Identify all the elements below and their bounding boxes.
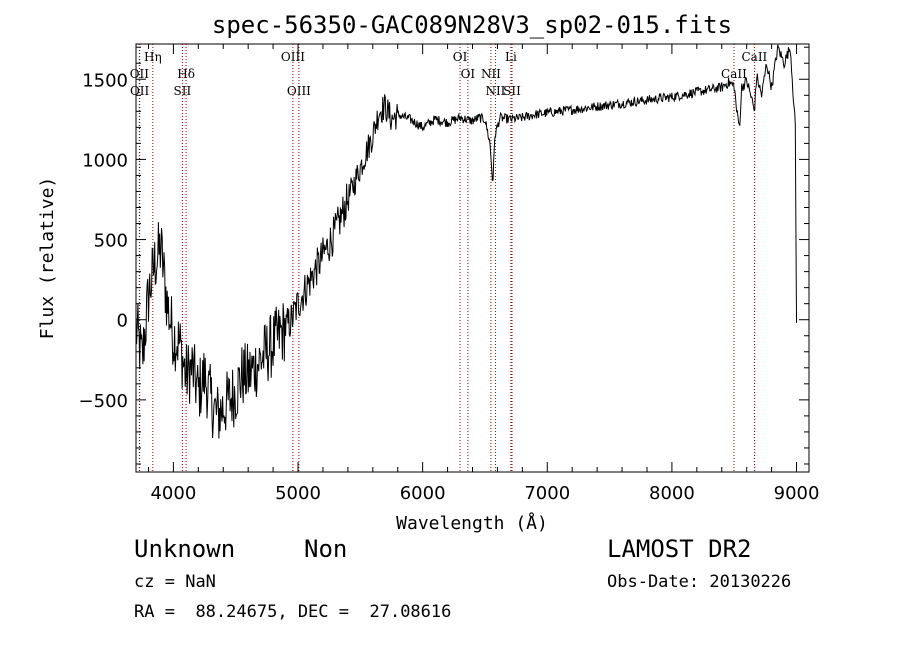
y-tick-label: 0: [117, 311, 128, 332]
x-axis-label: Wavelength (Å): [396, 512, 548, 534]
y-tick-label: 1000: [82, 150, 128, 171]
line-marker-label: OIII: [287, 84, 311, 98]
line-marker-label: CaII: [721, 67, 747, 81]
redshift-line: cz = NaN: [134, 572, 216, 592]
line-marker-labels: Hη OII OII Hδ SII OIII OIII OI OI NII NII Li SII CaII…: [130, 50, 768, 98]
ra-value: 88.24675: [195, 602, 278, 622]
plot-frame: [135, 43, 810, 473]
obs-date-value: 20130226: [709, 572, 792, 592]
line-marker-label: OIII: [281, 50, 305, 64]
x-tick-label: 6000: [400, 483, 446, 504]
obs-date-line: Obs-Date: 20130226: [607, 572, 791, 592]
object-class: Unknown: [134, 535, 236, 563]
line-marker-label: CaII: [741, 50, 767, 64]
x-tick-label: 9000: [774, 483, 820, 504]
line-marker-label: SII: [174, 84, 192, 98]
line-marker-label: NII: [481, 67, 501, 81]
cz-label: cz: [134, 572, 155, 592]
line-marker-label: SII: [503, 84, 521, 98]
dec-value: 27.08616: [369, 602, 452, 622]
survey-name: LAMOST DR2: [607, 535, 752, 563]
cz-value: NaN: [185, 572, 216, 592]
tick-labels: 4000 5000 6000 7000 8000 9000 −500 0 500 1000 1500: [79, 70, 820, 504]
x-tick-label: 5000: [275, 483, 321, 504]
object-subclass: Non: [304, 535, 348, 563]
coordinates-line: RA = 88.24675, DEC = 27.08616: [134, 602, 452, 622]
x-tick-label: 8000: [649, 483, 695, 504]
line-marker-label: NII: [485, 84, 505, 98]
axis-ticks: [136, 44, 809, 472]
obs-date-label: Obs-Date:: [607, 572, 700, 592]
spectrum-line: [135, 44, 797, 439]
line-marker-label: Hδ: [177, 67, 195, 81]
ra-label: RA: [134, 602, 155, 622]
x-tick-label: 7000: [524, 483, 570, 504]
x-tick-label: 4000: [150, 483, 196, 504]
spectrum-series: [135, 44, 797, 439]
line-marker-label: Li: [505, 50, 517, 64]
line-marker-label: OII: [130, 84, 150, 98]
line-marker-label: OI: [461, 67, 476, 81]
chart-title: spec-56350-GAC089N28V3_sp02-015.fits: [212, 11, 732, 39]
y-axis-label: Flux (relative): [37, 177, 58, 340]
line-marker-label: Hη: [144, 50, 162, 64]
y-tick-label: 1500: [82, 70, 128, 91]
dec-label: DEC: [297, 602, 329, 622]
y-tick-label: 500: [94, 231, 128, 252]
line-marker-label: OII: [130, 67, 150, 81]
y-tick-label: −500: [79, 391, 128, 412]
line-marker-label: OI: [453, 50, 468, 64]
